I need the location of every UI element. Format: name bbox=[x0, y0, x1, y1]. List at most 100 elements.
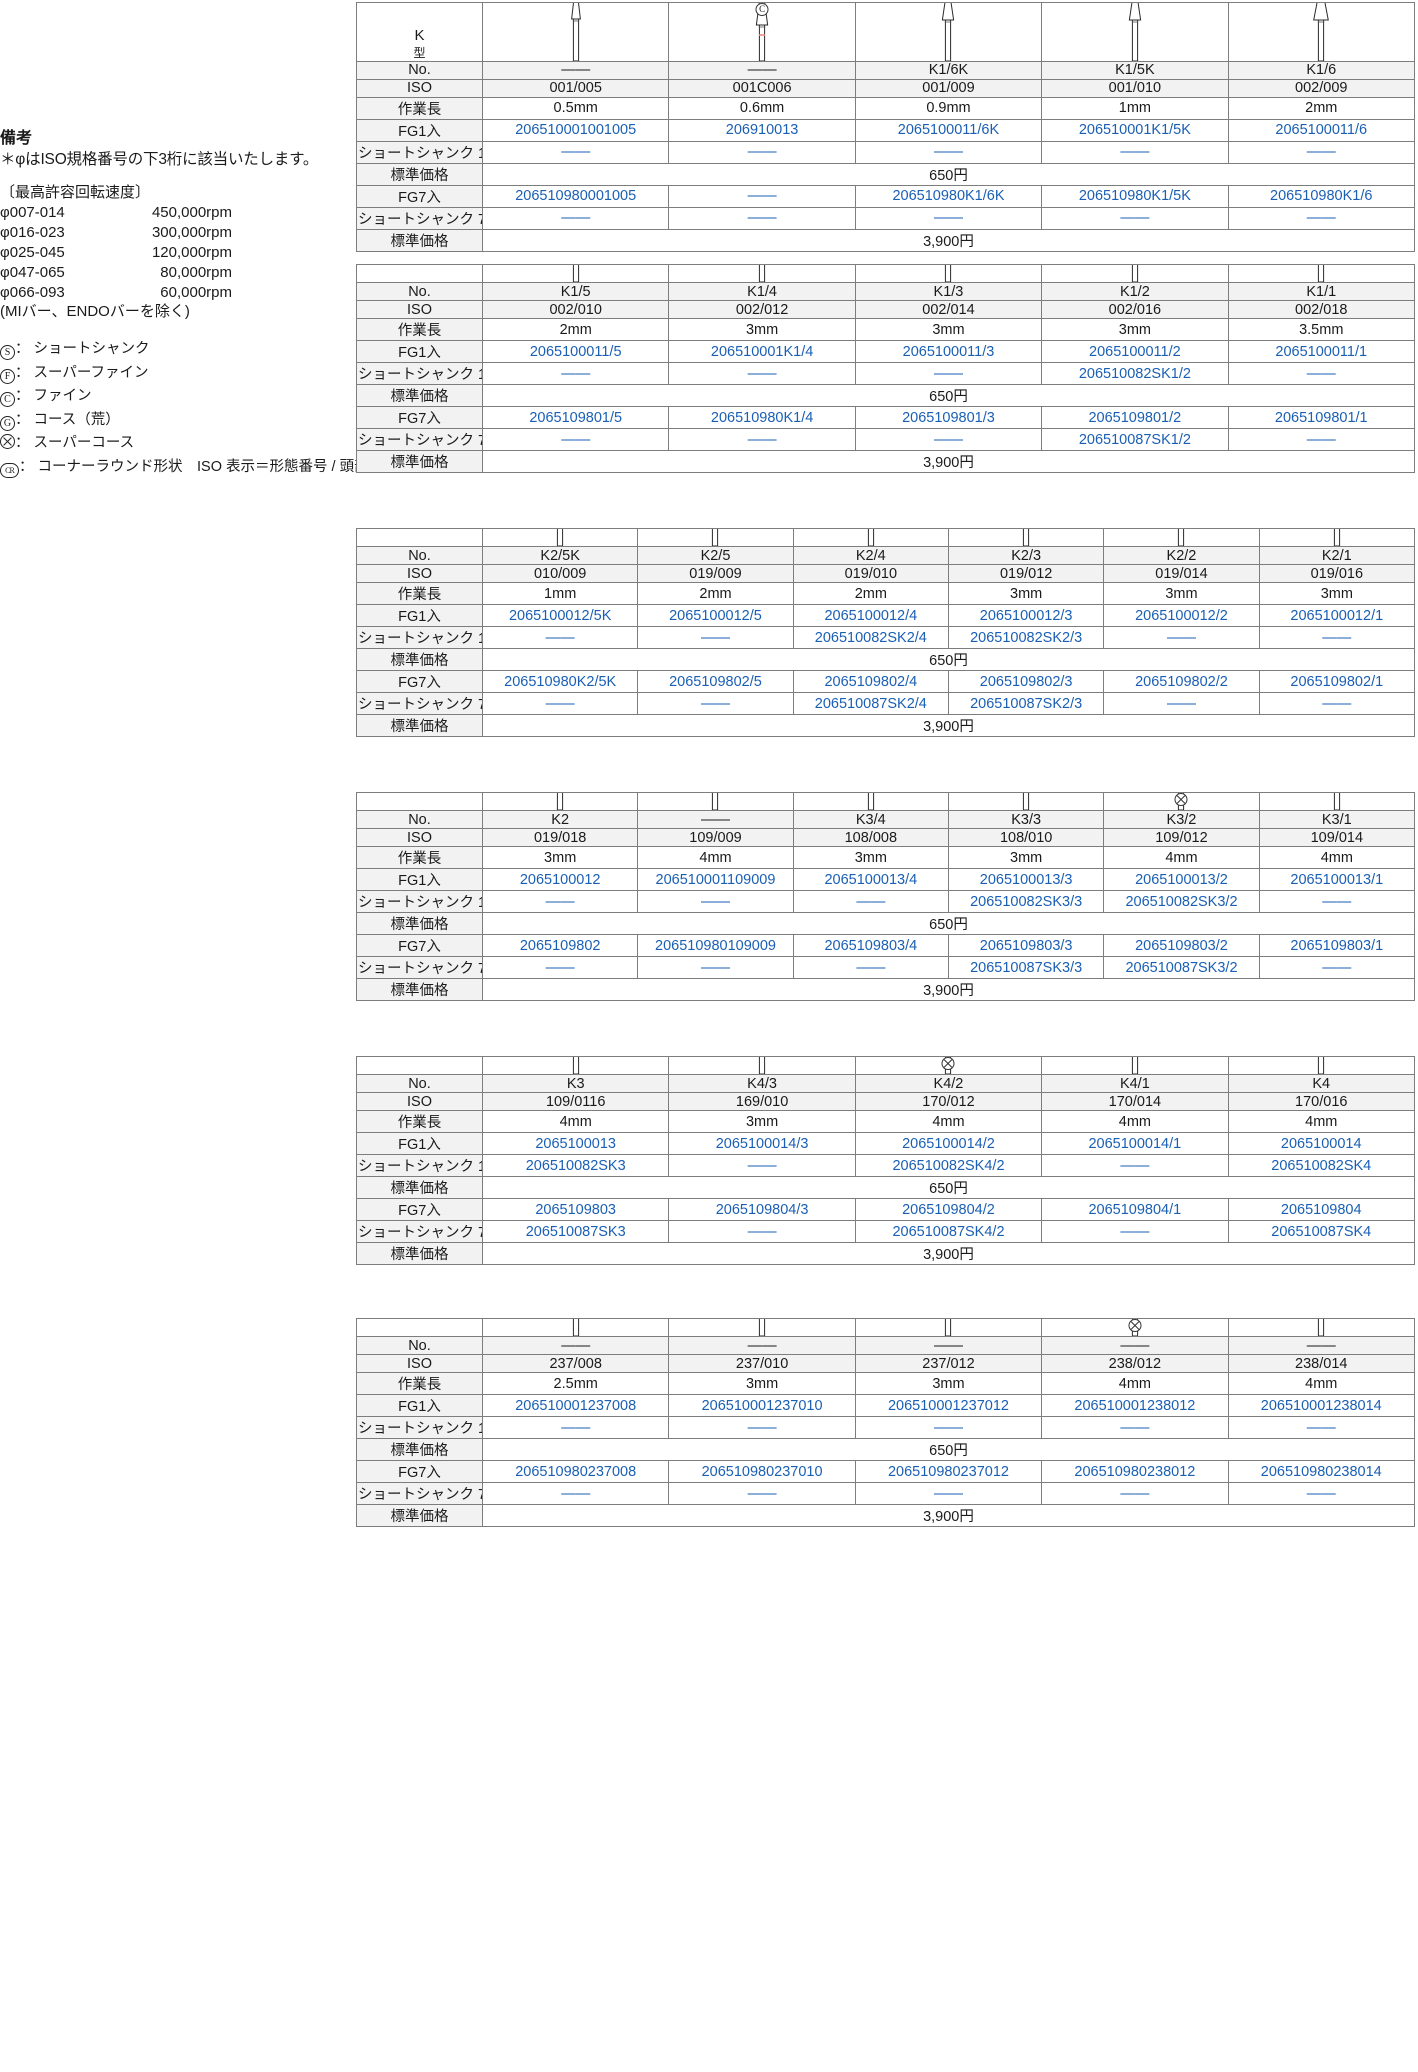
cell-fg1-code[interactable]: 2065100013 bbox=[481, 1132, 670, 1155]
cell-short-shank-1-code[interactable]: —— bbox=[854, 140, 1043, 164]
cell-short-shank-7-code[interactable]: 206510087SK3/3 bbox=[947, 956, 1105, 979]
cell-fg7-code[interactable]: 2065109802/3 bbox=[947, 670, 1105, 693]
cell-short-shank-7-code[interactable]: —— bbox=[854, 428, 1043, 451]
cell-short-shank-7-code[interactable]: 206510087SK2/4 bbox=[792, 692, 949, 715]
cell-short-shank-1-code[interactable]: —— bbox=[854, 1416, 1043, 1439]
cell-short-shank-1-code[interactable]: 206510082SK1/2 bbox=[1041, 362, 1229, 385]
cell-short-shank-1-code[interactable]: 206510082SK2/4 bbox=[792, 626, 949, 649]
cell-short-shank-7-code[interactable]: 206510087SK3 bbox=[481, 1220, 670, 1243]
cell-fg1-code[interactable]: 2065100012/5K bbox=[481, 604, 639, 627]
cell-fg7-code[interactable]: 2065109804 bbox=[1227, 1198, 1415, 1221]
cell-short-shank-7-code[interactable]: —— bbox=[481, 692, 639, 715]
cell-short-shank-1-code[interactable]: —— bbox=[1041, 1154, 1229, 1177]
cell-fg1-code[interactable]: 2065100011/6 bbox=[1227, 118, 1415, 142]
cell-fg7-code[interactable]: 206510980238014 bbox=[1227, 1460, 1415, 1483]
cell-short-shank-1-code[interactable]: —— bbox=[792, 890, 949, 913]
cell-fg7-code[interactable]: 206510980K1/5K bbox=[1041, 184, 1229, 208]
cell-fg7-code[interactable]: 2065109802 bbox=[481, 934, 639, 957]
cell-short-shank-1-code[interactable]: 206510082SK3/2 bbox=[1103, 890, 1260, 913]
cell-short-shank-7-code[interactable]: —— bbox=[1103, 692, 1260, 715]
cell-fg7-code[interactable]: 2065109802/4 bbox=[792, 670, 949, 693]
cell-short-shank-1-code[interactable]: —— bbox=[481, 362, 670, 385]
cell-fg1-code[interactable]: 206510001238012 bbox=[1041, 1394, 1229, 1417]
cell-short-shank-1-code[interactable]: 206510082SK2/3 bbox=[947, 626, 1105, 649]
cell-short-shank-7-code[interactable]: —— bbox=[481, 428, 670, 451]
cell-short-shank-1-code[interactable]: —— bbox=[1227, 1416, 1415, 1439]
cell-short-shank-7-code[interactable]: —— bbox=[1227, 1482, 1415, 1505]
cell-short-shank-1-code[interactable]: —— bbox=[481, 1416, 670, 1439]
cell-fg7-code[interactable]: 206510980001005 bbox=[481, 184, 670, 208]
cell-short-shank-1-code[interactable]: 206510082SK3 bbox=[481, 1154, 670, 1177]
cell-fg7-code[interactable]: 206510980237008 bbox=[481, 1460, 670, 1483]
cell-fg7-code[interactable]: 206510980K1/6 bbox=[1227, 184, 1415, 208]
cell-fg1-code[interactable]: 2065100012/3 bbox=[947, 604, 1105, 627]
cell-short-shank-1-code[interactable]: —— bbox=[637, 626, 794, 649]
cell-fg7-code[interactable]: 206510980K1/4 bbox=[668, 406, 856, 429]
cell-fg1-code[interactable]: 206910013 bbox=[668, 118, 856, 142]
cell-fg7-code[interactable]: 2065109801/1 bbox=[1227, 406, 1415, 429]
cell-fg7-code[interactable]: 2065109803/3 bbox=[947, 934, 1105, 957]
cell-short-shank-1-code[interactable]: —— bbox=[668, 362, 856, 385]
cell-fg7-code[interactable]: 206510980237010 bbox=[668, 1460, 856, 1483]
cell-short-shank-7-code[interactable]: —— bbox=[637, 956, 794, 979]
cell-short-shank-1-code[interactable]: —— bbox=[668, 1416, 856, 1439]
cell-short-shank-7-code[interactable]: —— bbox=[792, 956, 949, 979]
cell-short-shank-7-code[interactable]: 206510087SK2/3 bbox=[947, 692, 1105, 715]
cell-fg1-code[interactable]: 2065100012/2 bbox=[1103, 604, 1260, 627]
cell-short-shank-1-code[interactable]: —— bbox=[1258, 890, 1415, 913]
cell-fg7-code[interactable]: 206510980237012 bbox=[854, 1460, 1043, 1483]
cell-short-shank-7-code[interactable]: —— bbox=[1041, 206, 1229, 230]
cell-fg1-code[interactable]: 206510001001005 bbox=[481, 118, 670, 142]
cell-short-shank-1-code[interactable]: —— bbox=[1041, 140, 1229, 164]
cell-fg1-code[interactable]: 206510001K1/4 bbox=[668, 340, 856, 363]
cell-fg7-code[interactable]: 2065109804/3 bbox=[668, 1198, 856, 1221]
cell-short-shank-7-code[interactable]: —— bbox=[481, 1482, 670, 1505]
cell-fg1-code[interactable]: 206510001K1/5K bbox=[1041, 118, 1229, 142]
cell-short-shank-7-code[interactable]: —— bbox=[637, 692, 794, 715]
cell-short-shank-7-code[interactable]: —— bbox=[1041, 1220, 1229, 1243]
cell-fg1-code[interactable]: 2065100013/4 bbox=[792, 868, 949, 891]
cell-short-shank-7-code[interactable]: —— bbox=[1227, 428, 1415, 451]
cell-fg7-code[interactable]: 2065109803/2 bbox=[1103, 934, 1260, 957]
cell-fg7-code[interactable]: 206510980109009 bbox=[637, 934, 794, 957]
cell-short-shank-1-code[interactable]: —— bbox=[1227, 140, 1415, 164]
cell-fg7-code[interactable]: 206510980K2/5K bbox=[481, 670, 639, 693]
cell-short-shank-1-code[interactable]: —— bbox=[1258, 626, 1415, 649]
cell-fg7-code[interactable]: —— bbox=[668, 184, 856, 208]
cell-fg7-code[interactable]: 2065109802/5 bbox=[637, 670, 794, 693]
cell-short-shank-7-code[interactable]: —— bbox=[668, 1220, 856, 1243]
cell-short-shank-1-code[interactable]: 206510082SK4/2 bbox=[854, 1154, 1043, 1177]
cell-fg1-code[interactable]: 2065100011/1 bbox=[1227, 340, 1415, 363]
cell-short-shank-1-code[interactable]: —— bbox=[1103, 626, 1260, 649]
cell-fg1-code[interactable]: 206510001109009 bbox=[637, 868, 794, 891]
cell-short-shank-1-code[interactable]: —— bbox=[637, 890, 794, 913]
cell-fg7-code[interactable]: 2065109801/2 bbox=[1041, 406, 1229, 429]
cell-fg1-code[interactable]: 2065100011/5 bbox=[481, 340, 670, 363]
cell-short-shank-1-code[interactable]: —— bbox=[854, 362, 1043, 385]
cell-short-shank-7-code[interactable]: —— bbox=[854, 1482, 1043, 1505]
cell-short-shank-1-code[interactable]: —— bbox=[1227, 362, 1415, 385]
cell-short-shank-7-code[interactable]: —— bbox=[481, 206, 670, 230]
cell-fg7-code[interactable]: 206510980238012 bbox=[1041, 1460, 1229, 1483]
cell-short-shank-7-code[interactable]: —— bbox=[1041, 1482, 1229, 1505]
cell-fg1-code[interactable]: 206510001238014 bbox=[1227, 1394, 1415, 1417]
cell-fg7-code[interactable]: 2065109803/4 bbox=[792, 934, 949, 957]
cell-fg1-code[interactable]: 2065100011/6K bbox=[854, 118, 1043, 142]
cell-fg1-code[interactable]: 2065100012 bbox=[481, 868, 639, 891]
cell-fg7-code[interactable]: 2065109804/1 bbox=[1041, 1198, 1229, 1221]
cell-short-shank-7-code[interactable]: 206510087SK1/2 bbox=[1041, 428, 1229, 451]
cell-short-shank-1-code[interactable]: —— bbox=[1041, 1416, 1229, 1439]
cell-short-shank-1-code[interactable]: 206510082SK3/3 bbox=[947, 890, 1105, 913]
cell-fg1-code[interactable]: 2065100014/1 bbox=[1041, 1132, 1229, 1155]
cell-short-shank-7-code[interactable]: —— bbox=[1227, 206, 1415, 230]
cell-fg1-code[interactable]: 2065100014/2 bbox=[854, 1132, 1043, 1155]
cell-fg7-code[interactable]: 206510980K1/6K bbox=[854, 184, 1043, 208]
cell-fg1-code[interactable]: 2065100012/4 bbox=[792, 604, 949, 627]
cell-fg1-code[interactable]: 2065100013/2 bbox=[1103, 868, 1260, 891]
cell-short-shank-1-code[interactable]: —— bbox=[668, 140, 856, 164]
cell-short-shank-1-code[interactable]: —— bbox=[481, 140, 670, 164]
cell-fg1-code[interactable]: 2065100014 bbox=[1227, 1132, 1415, 1155]
cell-fg1-code[interactable]: 2065100012/1 bbox=[1258, 604, 1415, 627]
cell-fg7-code[interactable]: 2065109802/1 bbox=[1258, 670, 1415, 693]
cell-short-shank-1-code[interactable]: 206510082SK4 bbox=[1227, 1154, 1415, 1177]
